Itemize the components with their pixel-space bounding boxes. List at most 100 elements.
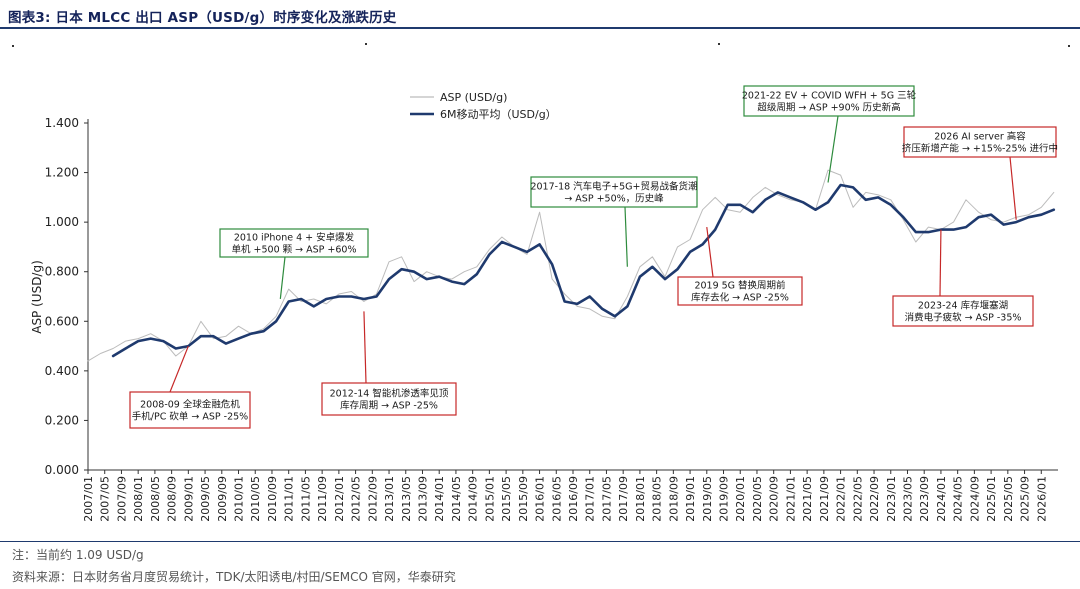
x-tick-label: 2020/01: [734, 476, 747, 522]
x-tick-label: 2020/09: [768, 476, 781, 522]
x-tick-label: 2019/09: [718, 476, 731, 522]
annotation-text: 库存周期 → ASP -25%: [340, 400, 438, 412]
x-tick-label: 2010/01: [233, 476, 246, 522]
x-tick-label: 2014/09: [467, 476, 480, 522]
annotation-text: 2026 AI server 高容: [934, 131, 1026, 143]
y-tick-label: 0.800: [45, 265, 79, 279]
x-tick-label: 2023/09: [918, 476, 931, 522]
moving-average-line: [111, 183, 1056, 358]
x-tick-label: 2012/01: [333, 476, 346, 522]
x-tick-label: 2021/09: [818, 476, 831, 522]
x-tick-label: 2026/01: [1035, 476, 1048, 522]
x-tick-label: 2021/05: [801, 476, 814, 522]
x-tick-label: 2014/01: [433, 476, 446, 522]
annotation-box: [677, 276, 803, 306]
annotation-leader-line: [939, 229, 942, 297]
annotation-text: 2010 iPhone 4 + 安卓爆发: [234, 232, 355, 244]
x-tick-label: 2025/01: [985, 476, 998, 522]
x-tick-label: 2007/01: [82, 476, 95, 522]
x-tick-label: 2011/01: [283, 476, 296, 522]
annotation-box: [530, 176, 698, 208]
annotation-text: 消费电子疲软 → ASP -35%: [905, 312, 1022, 324]
annotation-text: 超级周期 → ASP +90% 历史新高: [757, 102, 900, 114]
x-tick-label: 2008/01: [132, 476, 145, 522]
source-note: 资料来源：日本财务省月度贸易统计，TDK/太阳诱电/村田/SEMCO 官网，华泰…: [12, 570, 456, 584]
y-tick-label: 0.400: [45, 364, 79, 378]
x-tick-label: 2016/05: [550, 476, 563, 522]
annotation-box: [892, 295, 1034, 327]
x-tick-label: 2020/05: [751, 476, 764, 522]
x-tick-label: 2025/09: [1019, 476, 1032, 522]
annotation-box: [219, 228, 369, 258]
legend-label-ma: 6M移动平均（USD/g）: [440, 108, 557, 121]
x-tick-label: 2017/05: [600, 476, 613, 522]
x-tick-label: 2024/05: [952, 476, 965, 522]
legend-label-raw: ASP (USD/g): [440, 91, 507, 104]
x-tick-label: 2022/01: [835, 476, 848, 522]
x-tick-label: 2008/09: [166, 476, 179, 522]
x-tick-label: 2009/09: [216, 476, 229, 522]
figure-title: 图表3: 日本 MLCC 出口 ASP（USD/g）时序变化及涨跌历史: [8, 10, 397, 26]
x-tick-label: 2009/01: [182, 476, 195, 522]
series-layer: [87, 169, 1056, 362]
legend: ASP (USD/g) 6M移动平均（USD/g）: [410, 91, 557, 121]
x-tick-label: 2014/05: [450, 476, 463, 522]
x-tick-label: 2010/09: [266, 476, 279, 522]
x-tick-label: 2018/09: [667, 476, 680, 522]
x-tick-label: 2019/05: [701, 476, 714, 522]
x-tick-label: 2015/09: [517, 476, 530, 522]
annotation-text: 2008-09 全球金融危机: [140, 399, 240, 411]
annotation-box: [903, 126, 1057, 158]
x-tick-label: 2018/05: [651, 476, 664, 522]
x-tick-label: 2015/05: [500, 476, 513, 522]
x-tick-label: 2021/01: [784, 476, 797, 522]
x-tick-label: 2011/05: [299, 476, 312, 522]
x-tick-label: 2016/09: [567, 476, 580, 522]
x-tick-label: 2023/05: [901, 476, 914, 522]
annotation-text: 2019 5G 替换周期前: [694, 280, 785, 292]
y-tick-label: 0.200: [45, 413, 79, 427]
stray-dot-right: [718, 43, 720, 45]
annotation-text: 库存去化 → ASP -25%: [691, 292, 789, 304]
annotation-text: 2021-22 EV + COVID WFH + 5G 三轮: [742, 90, 917, 102]
x-tick-label: 2017/09: [617, 476, 630, 522]
x-tick-label: 2012/09: [366, 476, 379, 522]
x-tick-label: 2022/05: [851, 476, 864, 522]
annotation-text: 2012-14 智能机渗透率见顶: [330, 388, 449, 400]
x-tick-label: 2015/01: [483, 476, 496, 522]
title-rule: [0, 27, 1080, 29]
y-axis-label: ASP (USD/g): [30, 260, 44, 334]
x-tick-label: 2013/01: [383, 476, 396, 522]
x-tick-label: 2011/09: [316, 476, 329, 522]
x-tick-label: 2022/09: [868, 476, 881, 522]
annotation-text: 挤压新增产能 → +15%-25% 进行中: [902, 143, 1058, 155]
x-tick-label: 2010/05: [249, 476, 262, 522]
x-tick-label: 2013/09: [416, 476, 429, 522]
x-tick-label: 2016/01: [534, 476, 547, 522]
annotation-leader-line: [363, 311, 367, 384]
annotation-text: 单机 +500 颗 → ASP +60%: [232, 244, 357, 256]
annotation-text: 手机/PC 砍单 → ASP -25%: [132, 411, 248, 423]
y-tick-label: 0.600: [45, 314, 79, 328]
x-tick-label: 2024/01: [935, 476, 948, 522]
footer-rule: [0, 541, 1080, 542]
x-tick-label: 2007/05: [99, 476, 112, 522]
annotation-text: 2023-24 库存堰塞湖: [918, 300, 1008, 312]
annotation-leader-line: [624, 206, 628, 267]
annotation-box: [321, 382, 457, 416]
y-tick-label: 1.200: [45, 166, 79, 180]
asp-raw-line: [87, 169, 1055, 362]
stray-dot-left: [12, 45, 14, 47]
x-axis: 2007/01 2007/05 2007/09 2008/01 2008/05 2008/…: [82, 469, 1058, 522]
footnote: 注：当前约 1.09 USD/g: [12, 548, 144, 562]
x-tick-label: 2019/01: [684, 476, 697, 522]
asp-line-chart: 0.000 0.200 0.400 0.600 0.800 1.000 1.200 1.400…: [30, 85, 1058, 522]
x-tick-label: 2025/05: [1002, 476, 1015, 522]
annotation-leader-line: [1009, 156, 1017, 220]
stray-dot-far-right: [1068, 45, 1070, 47]
x-tick-label: 2007/09: [115, 476, 128, 522]
stray-dot-mid: [365, 43, 367, 45]
x-tick-label: 2013/05: [400, 476, 413, 522]
annotation-text: → ASP +50%，历史峰: [564, 193, 664, 205]
